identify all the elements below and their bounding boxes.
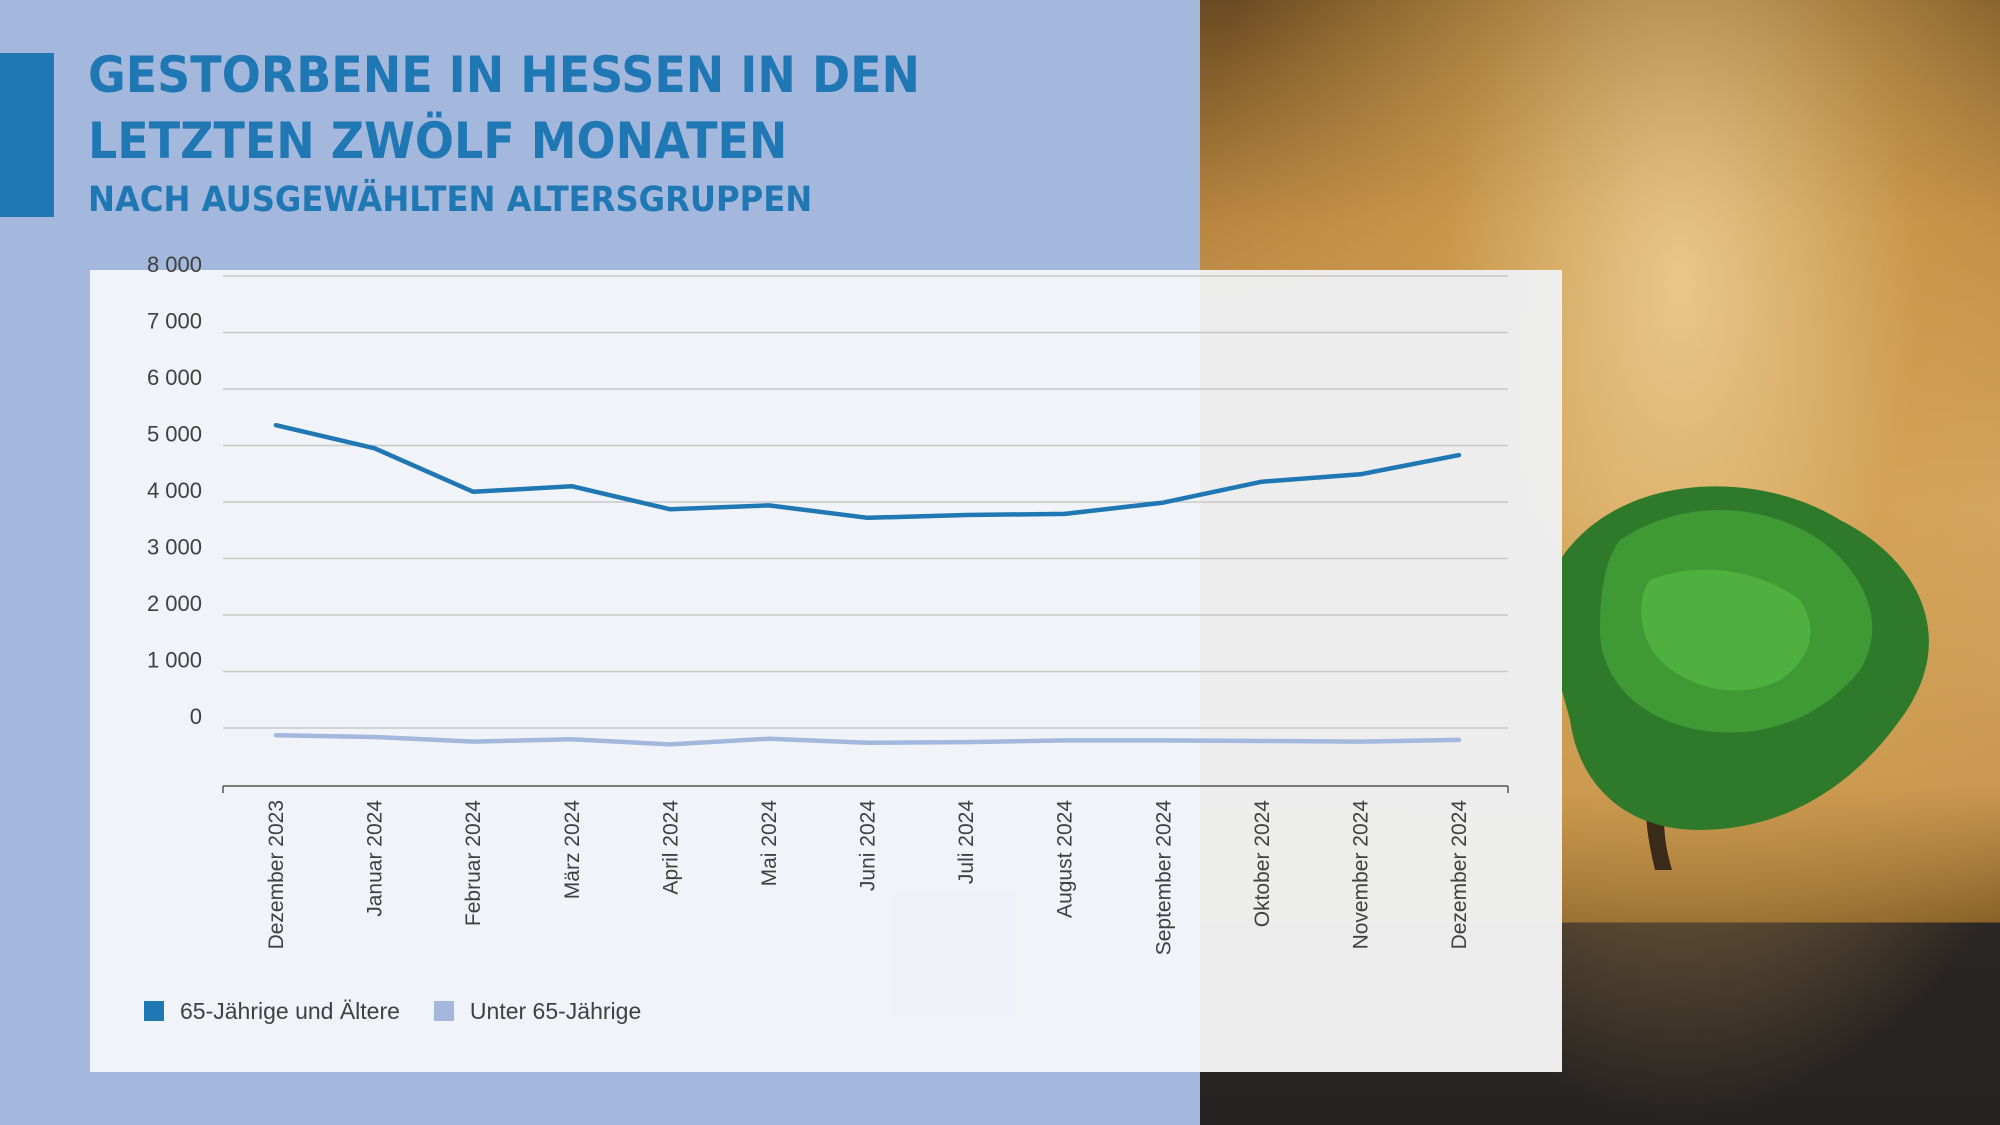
tree-illustration: [1545, 486, 1929, 870]
y-tick-label: 0: [190, 704, 202, 729]
x-tick-label: August 2024: [1054, 800, 1077, 918]
y-tick-label: 6 000: [147, 365, 202, 390]
x-tick-label: März 2024: [561, 800, 584, 900]
x-tick-label: April 2024: [659, 800, 682, 895]
legend-item-young: Unter 65-Jährige: [433, 997, 642, 1025]
chart-legend: 65-Jährige und Ältere Unter 65-Jährige: [144, 996, 675, 1026]
x-tick-label: Juni 2024: [857, 800, 880, 891]
x-tick-label: Februar 2024: [462, 800, 485, 926]
series-line-0: [273, 422, 1462, 521]
series-line-1: [273, 733, 1462, 747]
y-axis-ticks: 0 1 000 2 000 3 000 4 000 5 000 6 000 7 000 8 00…: [147, 252, 202, 729]
legend-swatch-young: [433, 1001, 454, 1021]
page-title: GESTORBENE IN HESSEN IN DEN LETZTEN ZWÖL…: [88, 42, 1054, 174]
accent-bar: [0, 53, 54, 217]
y-tick-label: 8 000: [147, 252, 202, 277]
title-line-2: LETZTEN ZWÖLF MONATEN: [88, 112, 788, 170]
y-tick-label: 1 000: [147, 648, 202, 673]
legend-swatch-old: [144, 1001, 164, 1021]
series-lines: [273, 422, 1462, 747]
x-tick-label: Juli 2024: [955, 800, 978, 884]
x-tick-label: Januar 2024: [364, 800, 387, 917]
legend-item-old: 65-Jährige und Ältere: [144, 998, 400, 1025]
y-tick-label: 3 000: [147, 535, 202, 560]
y-tick-label: 7 000: [147, 309, 202, 334]
x-tick-label: November 2024: [1349, 800, 1372, 950]
x-axis: [222, 785, 1509, 793]
x-tick-label: Dezember 2023: [265, 800, 288, 949]
gridlines: [223, 275, 1508, 729]
page-subtitle: NACH AUSGEWÄHLTEN ALTERSGRUPPEN: [88, 180, 813, 220]
y-tick-label: 2 000: [147, 591, 202, 616]
legend-label-young: Unter 65-Jährige: [469, 997, 642, 1024]
legend-label-old: 65-Jährige und Ältere: [180, 997, 400, 1024]
x-axis-labels: Dezember 2023 Januar 2024 Februar 2024 März…: [265, 800, 1471, 956]
y-tick-label: 5 000: [147, 422, 202, 447]
x-tick-label: Oktober 2024: [1251, 800, 1274, 928]
title-line-1: GESTORBENE IN HESSEN IN DEN: [88, 46, 921, 104]
x-tick-label: Dezember 2024: [1448, 800, 1471, 950]
x-tick-label: September 2024: [1152, 800, 1175, 956]
y-tick-label: 4 000: [147, 478, 202, 503]
x-tick-label: Mai 2024: [758, 800, 781, 887]
